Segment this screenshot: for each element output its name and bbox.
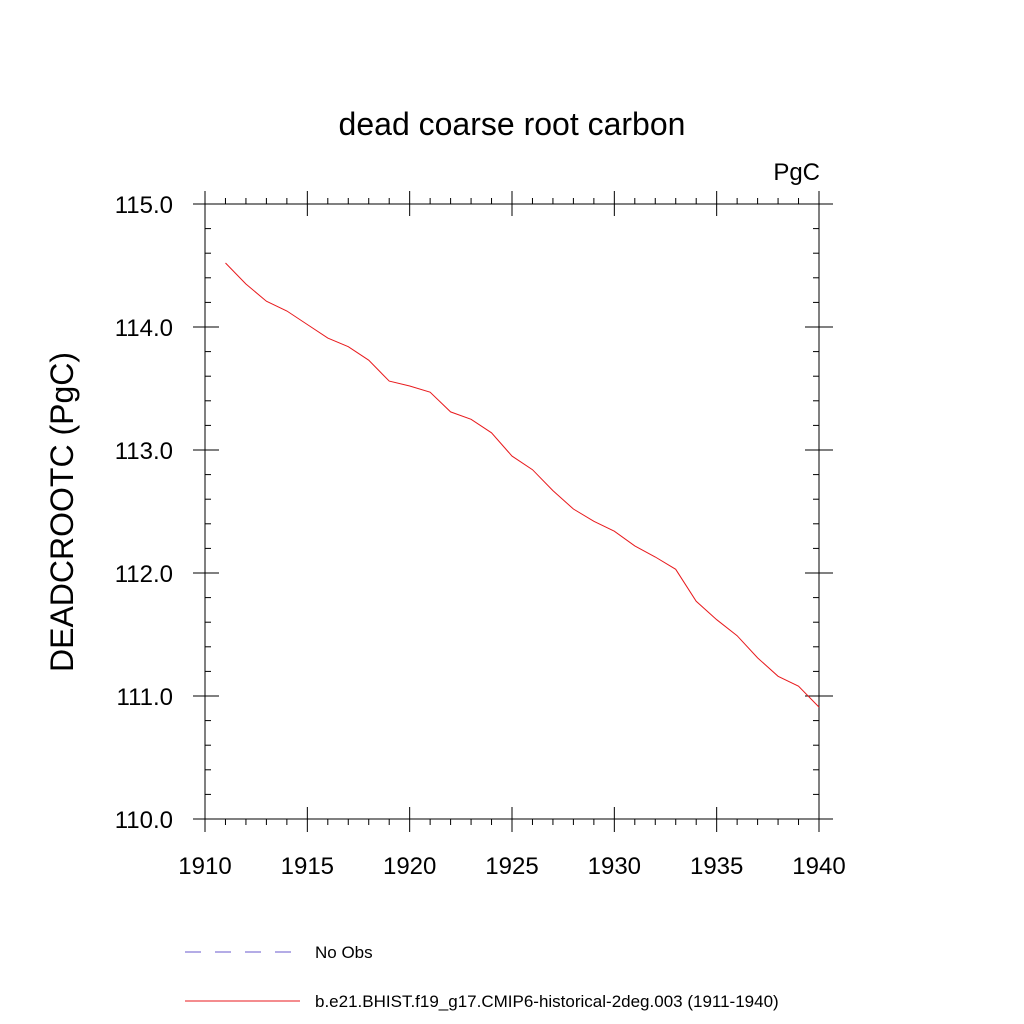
x-tick-label: 1930	[588, 853, 641, 880]
legend-label-no-obs: No Obs	[315, 943, 373, 962]
y-tick-label: 114.0	[115, 315, 173, 342]
y-tick-label: 111.0	[117, 684, 174, 711]
x-tick-label: 1920	[383, 853, 436, 880]
x-tick-label: 1935	[690, 853, 743, 880]
legend: No Obs b.e21.BHIST.f19_g17.CMIP6-histori…	[185, 943, 779, 1011]
axis-ticks	[193, 191, 833, 832]
series-line-1	[225, 262, 820, 708]
y-tick-label: 115.0	[115, 192, 173, 219]
x-tick-label: 1910	[178, 853, 231, 880]
legend-label-model: b.e21.BHIST.f19_g17.CMIP6-historical-2de…	[315, 992, 779, 1011]
plot-frame	[204, 203, 820, 820]
y-tick-label: 113.0	[115, 438, 173, 465]
y-axis-label: DEADCROOTC (PgC)	[44, 352, 80, 672]
series-layer	[225, 262, 820, 708]
y-tick-label: 110.0	[115, 807, 173, 834]
chart-title: dead coarse root carbon	[339, 106, 686, 142]
x-tick-label: 1925	[485, 853, 538, 880]
units-label: PgC	[773, 159, 820, 186]
x-tick-label: 1940	[792, 853, 845, 880]
x-tick-label: 1915	[281, 853, 334, 880]
y-tick-label: 112.0	[115, 561, 173, 588]
axis-tick-labels: 1910 1915 1920 1925 1930 1935 1940 110.0 111.0 11…	[115, 192, 846, 880]
